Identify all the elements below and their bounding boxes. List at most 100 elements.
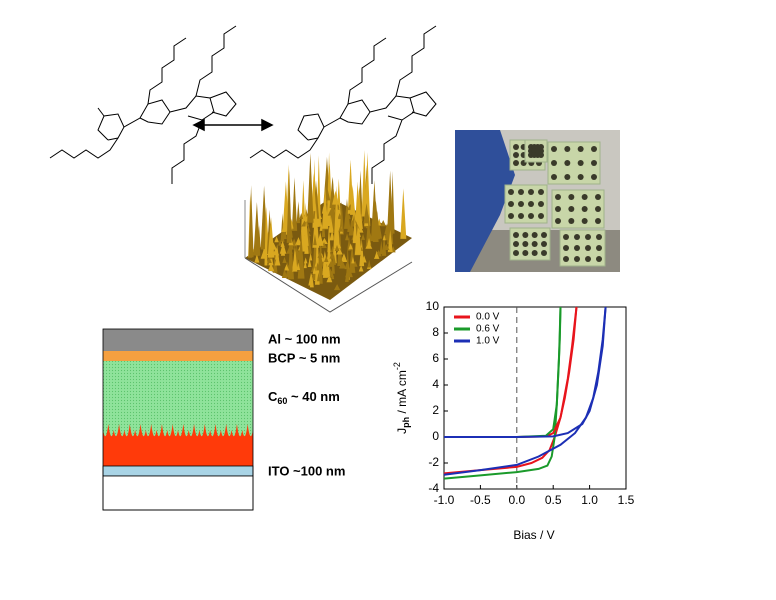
afm-spike bbox=[267, 250, 273, 257]
legend-label: 0.0 V bbox=[476, 312, 500, 323]
afm-spike bbox=[280, 213, 285, 243]
afm-spike bbox=[299, 213, 304, 220]
afm-spike bbox=[274, 253, 281, 266]
afm-spike bbox=[334, 236, 339, 243]
slide-dot bbox=[568, 206, 575, 212]
afm-spike bbox=[307, 152, 314, 223]
data-line bbox=[443, 306, 562, 480]
afm-spike bbox=[340, 253, 348, 262]
afm-spike bbox=[385, 231, 391, 238]
afm-spike bbox=[291, 177, 298, 231]
afm-spike bbox=[297, 231, 305, 279]
afm-spike bbox=[293, 214, 298, 228]
slide-dot bbox=[581, 218, 588, 224]
slide-dot bbox=[563, 234, 569, 240]
layer-label: ITO ~100 nm bbox=[268, 463, 345, 478]
double-arrow bbox=[192, 118, 274, 132]
slide-dot bbox=[508, 201, 514, 207]
afm-spike bbox=[321, 242, 327, 249]
slide-dot bbox=[574, 245, 580, 251]
afm-spike bbox=[400, 188, 407, 239]
slide-dot bbox=[564, 174, 571, 180]
slide-dot bbox=[518, 213, 524, 219]
afm-spike bbox=[338, 224, 343, 232]
y-tick-label: 6 bbox=[432, 351, 439, 365]
slide-dot bbox=[513, 152, 519, 158]
molecule-right bbox=[249, 25, 437, 184]
slide-dot bbox=[531, 241, 538, 247]
slide-dot bbox=[577, 146, 584, 152]
slide-dot bbox=[518, 201, 524, 207]
afm-spike bbox=[373, 252, 380, 259]
x-tick-label: 0.0 bbox=[508, 493, 525, 507]
afm-spike bbox=[333, 284, 341, 291]
afm-spike bbox=[328, 216, 334, 233]
afm-spike bbox=[313, 234, 317, 246]
slide-dot bbox=[596, 256, 602, 262]
slide-dot bbox=[513, 250, 519, 256]
afm-spike bbox=[345, 233, 350, 241]
slide-dot bbox=[591, 146, 597, 152]
slide-dot bbox=[595, 194, 601, 200]
slide-dot bbox=[538, 213, 544, 219]
afm-spike bbox=[334, 244, 340, 251]
afm-spike bbox=[327, 224, 331, 253]
afm-spike bbox=[350, 184, 356, 215]
afm-spike bbox=[266, 256, 272, 264]
afm-spike bbox=[296, 201, 301, 224]
photo bbox=[455, 130, 620, 272]
chart: Bias / V Jph / mA cm-2 -1.0 -0.5 0.0 0.5 1.0… bbox=[392, 299, 634, 542]
slide-dot bbox=[528, 189, 534, 195]
afm-spike bbox=[387, 170, 394, 231]
afm-spike bbox=[382, 234, 386, 241]
afm-spike bbox=[274, 236, 279, 243]
afm-spike bbox=[309, 273, 314, 288]
afm-info bbox=[388, 165, 412, 201]
slide-dot bbox=[508, 213, 514, 219]
afm-spike bbox=[352, 215, 358, 244]
afm-spike bbox=[281, 226, 287, 233]
data-line bbox=[444, 306, 562, 438]
afm-spike bbox=[336, 248, 343, 255]
x-tick-label: 1.0 bbox=[581, 493, 598, 507]
afm-spike bbox=[348, 243, 356, 273]
y-tick-label: 2 bbox=[432, 403, 439, 417]
afm-spike bbox=[312, 266, 317, 274]
slide-dot bbox=[585, 256, 591, 262]
afm-spike bbox=[303, 257, 308, 264]
molecule-left bbox=[49, 25, 237, 184]
slide-dot bbox=[596, 245, 602, 251]
slide-dot bbox=[513, 160, 519, 166]
afm-spike bbox=[272, 247, 280, 256]
slide-dot bbox=[577, 160, 584, 166]
x-axis-label: Bias / V bbox=[513, 528, 554, 542]
afm-spike bbox=[379, 240, 384, 255]
afm-spike bbox=[296, 262, 301, 270]
afm-spike bbox=[354, 181, 361, 227]
slide-dot bbox=[513, 232, 519, 238]
y-tick-label: 4 bbox=[432, 377, 439, 391]
slide-dot bbox=[528, 213, 534, 219]
afm-spike bbox=[381, 234, 387, 256]
afm-spike bbox=[370, 180, 378, 241]
slide-dot bbox=[522, 241, 529, 247]
slide-dot bbox=[531, 232, 538, 238]
afm-spike bbox=[346, 267, 353, 278]
afm-spike bbox=[333, 185, 340, 249]
afm-spike bbox=[278, 239, 282, 246]
afm-spike bbox=[339, 260, 347, 269]
slide-dot bbox=[574, 256, 580, 262]
afm-image bbox=[244, 150, 413, 313]
slide-dot bbox=[595, 218, 601, 224]
slide-dot bbox=[538, 201, 544, 207]
afm-spike bbox=[347, 216, 351, 233]
slide-dot bbox=[522, 232, 529, 238]
slide-dot bbox=[581, 206, 588, 212]
y-tick-label: -2 bbox=[428, 455, 439, 469]
plot-frame bbox=[443, 306, 627, 490]
afm-spike bbox=[327, 209, 334, 216]
slide-dot bbox=[595, 206, 601, 212]
afm-spike bbox=[365, 242, 373, 249]
